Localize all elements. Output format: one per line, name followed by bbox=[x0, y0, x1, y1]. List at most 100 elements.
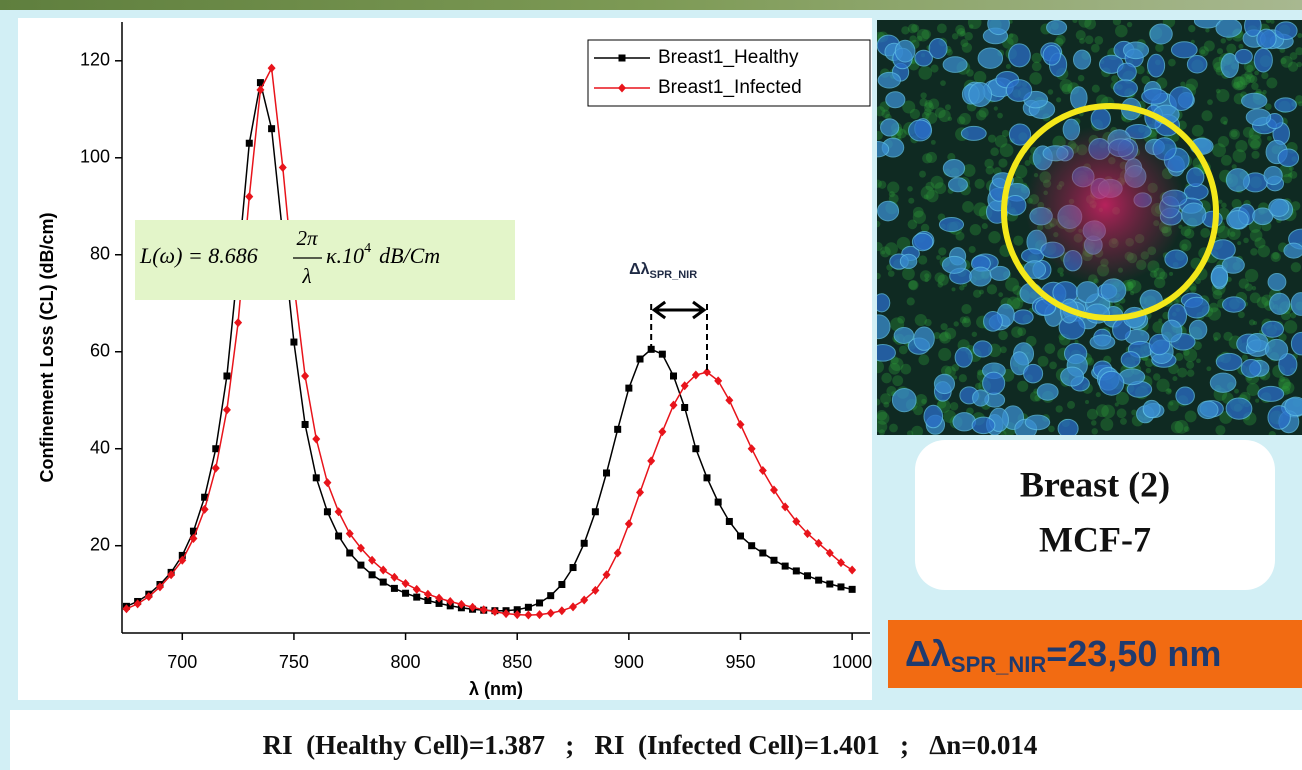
nucleus bbox=[968, 82, 993, 107]
texture bbox=[1067, 400, 1076, 409]
texture bbox=[1013, 164, 1028, 179]
texture bbox=[1250, 248, 1258, 256]
texture bbox=[1251, 150, 1260, 159]
point bbox=[479, 605, 488, 615]
shift-value: =23,50 nm bbox=[1046, 633, 1221, 674]
nucleus bbox=[960, 125, 987, 141]
point bbox=[301, 371, 310, 381]
shift-arrow bbox=[651, 300, 707, 320]
texture bbox=[1156, 378, 1170, 392]
texture bbox=[1278, 378, 1292, 392]
texture bbox=[1059, 272, 1064, 277]
nucleus bbox=[1023, 363, 1044, 384]
nucleus bbox=[1215, 20, 1243, 38]
texture bbox=[1184, 410, 1197, 423]
highlight-ring bbox=[1001, 103, 1219, 321]
point bbox=[691, 370, 700, 380]
nucleus bbox=[987, 20, 1010, 36]
nucleus bbox=[1268, 198, 1290, 217]
texture bbox=[949, 401, 959, 411]
nucleus bbox=[977, 47, 1004, 69]
texture bbox=[1218, 199, 1223, 204]
texture bbox=[1217, 136, 1230, 148]
texture bbox=[1000, 346, 1007, 354]
point bbox=[211, 463, 220, 473]
nucleus bbox=[1188, 319, 1208, 340]
texture bbox=[1031, 61, 1042, 72]
nucleus bbox=[1246, 332, 1269, 352]
point bbox=[446, 596, 455, 606]
texture bbox=[1126, 21, 1133, 28]
texture bbox=[974, 382, 982, 390]
texture bbox=[922, 153, 933, 164]
point bbox=[178, 551, 186, 559]
texture bbox=[1216, 225, 1230, 239]
shift-label: ΔλSPR_NIR bbox=[629, 261, 697, 281]
texture bbox=[1186, 369, 1195, 377]
texture bbox=[1249, 75, 1258, 84]
x-tick-label: 750 bbox=[279, 652, 309, 672]
point bbox=[335, 532, 343, 540]
texture bbox=[934, 107, 946, 119]
nucleus bbox=[1274, 21, 1298, 40]
point bbox=[357, 561, 365, 569]
texture bbox=[1013, 235, 1024, 246]
texture bbox=[946, 49, 953, 56]
texture bbox=[1173, 298, 1179, 305]
texture bbox=[1246, 64, 1254, 72]
texture bbox=[961, 303, 972, 315]
texture bbox=[1180, 226, 1192, 237]
texture bbox=[1223, 331, 1233, 342]
texture bbox=[1212, 289, 1223, 300]
texture bbox=[877, 242, 883, 252]
texture bbox=[921, 398, 927, 405]
texture bbox=[1031, 52, 1042, 64]
texture bbox=[1229, 231, 1236, 237]
texture bbox=[911, 24, 920, 33]
point bbox=[379, 578, 387, 586]
texture bbox=[1247, 134, 1262, 149]
x-tick-label: 800 bbox=[391, 652, 421, 672]
texture bbox=[1131, 409, 1138, 416]
nucleus bbox=[908, 119, 933, 142]
nucleus bbox=[1197, 400, 1219, 420]
texture bbox=[1251, 285, 1257, 291]
nucleus bbox=[1170, 41, 1198, 59]
texture bbox=[1177, 367, 1188, 378]
texture bbox=[986, 284, 998, 295]
texture bbox=[892, 375, 904, 387]
nucleus bbox=[1264, 338, 1289, 361]
texture bbox=[884, 242, 898, 256]
texture bbox=[1239, 73, 1251, 86]
texture bbox=[938, 109, 951, 123]
texture bbox=[959, 112, 971, 125]
shift-text: ΔλSPR_NIR=23,50 nm bbox=[905, 633, 1221, 677]
texture bbox=[1296, 61, 1302, 68]
point bbox=[625, 384, 633, 392]
texture bbox=[1179, 239, 1192, 252]
texture bbox=[881, 250, 886, 255]
texture bbox=[1203, 40, 1215, 52]
texture bbox=[1220, 154, 1232, 166]
card-line: Breast (2) bbox=[1020, 464, 1170, 504]
point bbox=[256, 79, 264, 87]
texture bbox=[998, 158, 1008, 168]
legend-marker bbox=[618, 54, 626, 62]
point bbox=[803, 529, 812, 539]
point bbox=[435, 593, 444, 603]
texture bbox=[951, 364, 960, 372]
footer-text: RI (Healthy Cell)=1.387 ; RI (Infected C… bbox=[263, 730, 1038, 760]
point bbox=[837, 583, 845, 591]
texture bbox=[958, 374, 967, 383]
nucleus bbox=[1181, 202, 1207, 227]
nucleus bbox=[1210, 266, 1229, 288]
nucleus bbox=[933, 373, 956, 395]
texture bbox=[1091, 420, 1097, 426]
nucleus bbox=[1221, 256, 1245, 274]
texture bbox=[930, 139, 936, 145]
texture bbox=[1145, 367, 1152, 374]
texture bbox=[1266, 77, 1278, 89]
texture bbox=[1266, 135, 1272, 141]
texture bbox=[1270, 20, 1275, 24]
texture bbox=[1220, 116, 1228, 125]
